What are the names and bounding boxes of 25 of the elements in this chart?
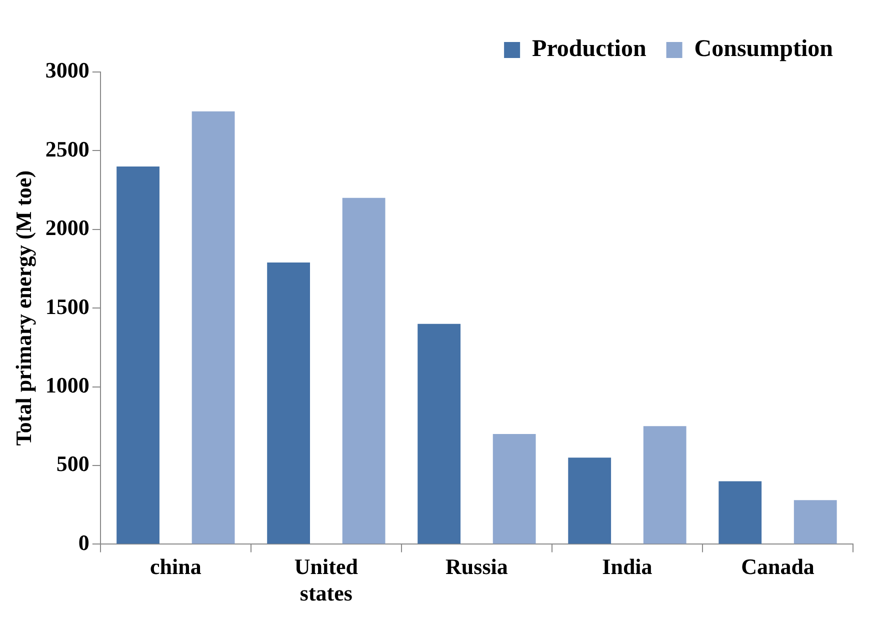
bar [794,500,837,544]
bar [116,166,160,544]
bar [492,434,536,544]
y-tick-label: 500 [56,451,90,476]
x-tick-label: India [602,554,652,580]
legend-label: Production [532,36,646,62]
y-tick-label: 0 [78,530,90,555]
y-axis-title: Total primary energy (M toe) [10,170,36,446]
bar [568,458,612,544]
y-tick-label: 2000 [45,215,90,240]
bar [192,111,235,544]
bar [267,262,310,544]
x-tick-label: Russia [446,554,508,580]
bar [643,426,686,544]
bar [342,198,386,544]
x-tick-label: china [150,554,202,580]
y-tick-label: 2500 [45,136,90,162]
y-tick-label: 3000 [45,58,90,83]
y-tick-label: 1000 [45,372,90,398]
bar [418,324,461,544]
legend-label: Consumption [694,36,834,62]
y-tick-label: 1500 [45,294,90,319]
x-tick-label: United states [294,554,358,606]
bar [718,481,762,544]
x-tick-label: Canada [741,554,814,580]
